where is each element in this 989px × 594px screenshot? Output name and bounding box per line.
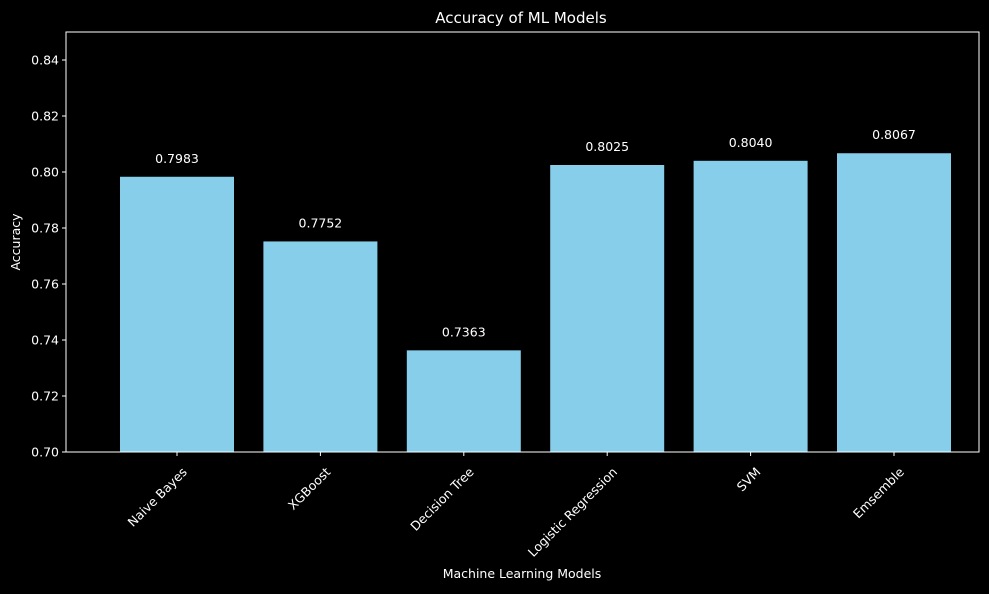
bar-value-label: 0.7752: [299, 215, 343, 230]
y-tick-label: 0.70: [31, 445, 59, 460]
bars-layer: [120, 153, 951, 453]
y-tick-label: 0.76: [31, 277, 59, 292]
bar-value-label: 0.8025: [585, 139, 629, 154]
value-labels-layer: 0.7983 0.7752 0.7363 0.8025 0.8040 0.8067: [155, 127, 916, 339]
chart-title: Accuracy of ML Models: [435, 9, 607, 27]
y-tick-label: 0.78: [31, 221, 59, 236]
y-tick-label: 0.80: [31, 165, 59, 180]
y-axis-ticks: 0.70 0.72 0.74 0.76 0.78 0.80 0.82 0.84: [31, 53, 66, 460]
y-tick-label: 0.82: [31, 109, 59, 124]
bar-value-label: 0.8067: [872, 127, 916, 142]
bar: [406, 350, 521, 452]
bar: [120, 176, 234, 452]
y-tick-label: 0.74: [31, 333, 59, 348]
bar: [263, 241, 378, 452]
bar: [693, 160, 808, 453]
y-tick-label: 0.84: [31, 53, 59, 68]
bar-value-label: 0.7983: [155, 151, 199, 166]
bar: [550, 165, 665, 452]
y-tick-label: 0.72: [31, 389, 59, 404]
plot-area-frame: [65, 31, 980, 453]
bar-value-label: 0.7363: [442, 324, 486, 339]
bar: [837, 153, 951, 453]
x-axis-label: Machine Learning Models: [443, 566, 602, 581]
bar-value-label: 0.8040: [729, 135, 773, 150]
y-axis-label: Accuracy: [8, 213, 23, 271]
